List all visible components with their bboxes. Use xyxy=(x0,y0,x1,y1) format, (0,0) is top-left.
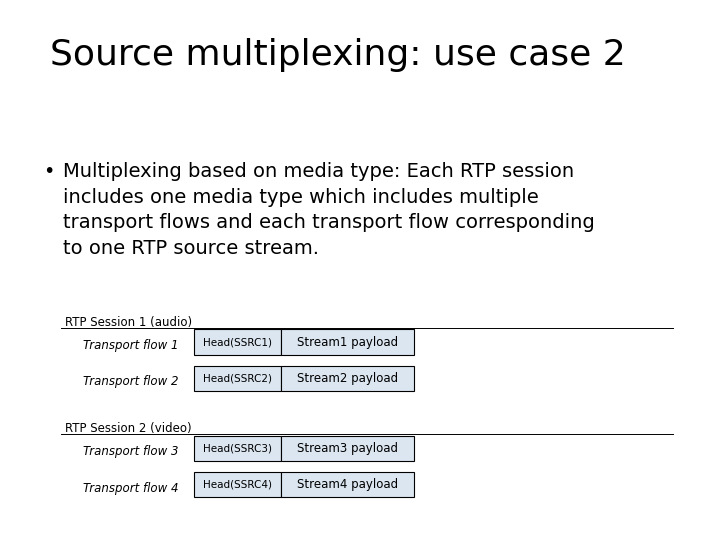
Text: RTP Session 2 (video): RTP Session 2 (video) xyxy=(65,422,192,435)
Text: Source multiplexing: use case 2: Source multiplexing: use case 2 xyxy=(50,38,626,72)
Text: Head(SSRC2): Head(SSRC2) xyxy=(203,373,272,383)
FancyBboxPatch shape xyxy=(281,436,414,461)
Text: RTP Session 1 (audio): RTP Session 1 (audio) xyxy=(65,316,192,329)
FancyBboxPatch shape xyxy=(194,436,281,461)
FancyBboxPatch shape xyxy=(281,329,414,355)
Text: Stream2 payload: Stream2 payload xyxy=(297,372,398,385)
Text: Stream4 payload: Stream4 payload xyxy=(297,478,398,491)
Text: Transport flow 2: Transport flow 2 xyxy=(83,375,179,388)
FancyBboxPatch shape xyxy=(194,329,281,355)
Text: Head(SSRC3): Head(SSRC3) xyxy=(203,443,272,454)
Text: Stream3 payload: Stream3 payload xyxy=(297,442,398,455)
Text: Head(SSRC4): Head(SSRC4) xyxy=(203,480,272,490)
Text: Transport flow 3: Transport flow 3 xyxy=(83,446,179,458)
FancyBboxPatch shape xyxy=(194,366,281,391)
Text: Stream1 payload: Stream1 payload xyxy=(297,335,398,349)
Text: •: • xyxy=(43,162,55,181)
Text: Transport flow 4: Transport flow 4 xyxy=(83,482,179,495)
FancyBboxPatch shape xyxy=(281,472,414,497)
Text: Transport flow 1: Transport flow 1 xyxy=(83,339,179,352)
FancyBboxPatch shape xyxy=(194,472,281,497)
Text: Multiplexing based on media type: Each RTP session
includes one media type which: Multiplexing based on media type: Each R… xyxy=(63,162,595,258)
Text: Head(SSRC1): Head(SSRC1) xyxy=(203,337,272,347)
FancyBboxPatch shape xyxy=(281,366,414,391)
